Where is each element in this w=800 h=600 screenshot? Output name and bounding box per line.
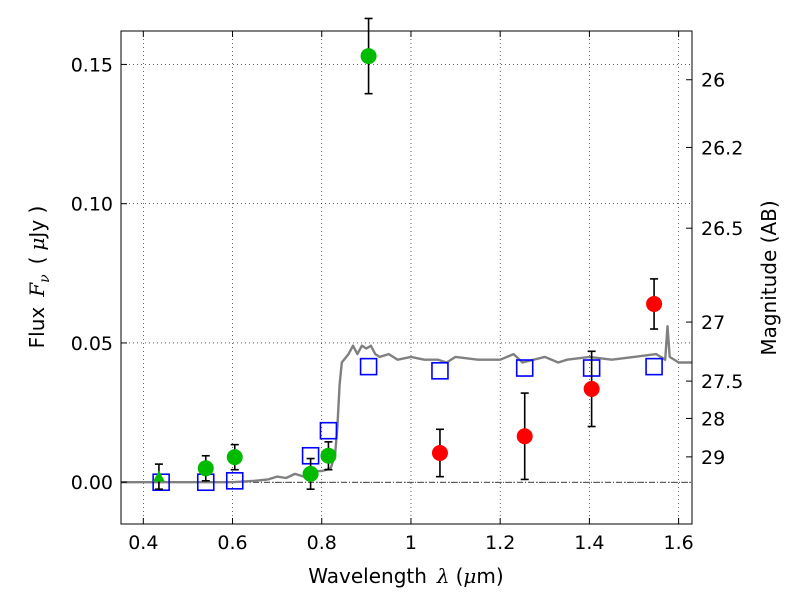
y-axis-ticks: 0.00 0.05 0.10 0.15 [71,54,127,494]
magnitude-tick-label: 29 [701,447,725,469]
magnitude-axis-label: Magnitude (AB) [757,200,781,355]
y-tick-label: 0.10 [71,194,113,216]
x-axis-label: Wavelength λ (μm) [308,564,503,588]
magnitude-tick-label: 27.5 [701,371,743,393]
optical-detection-point [302,465,319,482]
nir-detection-point [431,444,448,461]
magnitude-axis-ticks: 26 26.2 26.5 27 27.5 28 29 [686,70,743,469]
y-tick-label: 0.00 [71,472,113,494]
x-tick-label: 0.6 [217,532,247,554]
nir-detection-point [646,295,663,312]
model-photometry-square [225,472,244,490]
y-axis-label: FluxFν(μJy ) [25,206,53,349]
magnitude-tick-label: 27 [701,312,725,334]
x-tick-label: 1.6 [664,532,694,554]
optical-detection-point [226,449,243,466]
x-tick-label: 0.4 [128,532,158,554]
y-tick-label: 0.15 [71,54,113,76]
optical-detection-point [197,460,214,477]
x-axis-ticks: 0.4 0.6 0.8 1 1.2 1.4 1.6 [128,31,694,554]
model-photometry-square [359,357,378,376]
x-tick-label: 1 [405,532,417,554]
optical-detection-point [360,48,377,65]
x-tick-label: 0.8 [307,532,337,554]
magnitude-tick-label: 28 [701,408,725,430]
magnitude-tick-label: 26.2 [701,137,743,159]
model-photometry-square [319,421,338,440]
magnitude-tick-label: 26.5 [701,218,743,240]
x-tick-label: 1.4 [574,532,604,554]
model-photometry-square [152,473,170,492]
nir-detection-point [583,380,600,397]
model-photometry-square [515,359,534,377]
plot-frame [120,30,693,525]
nir-detection-point [516,428,533,445]
model-photometry-square [431,362,449,380]
y-tick-label: 0.05 [71,333,113,355]
optical-detection-point [320,447,337,464]
x-tick-label: 1.2 [485,532,515,554]
magnitude-tick-label: 26 [701,70,725,92]
upper-limit-triangle [152,470,165,482]
model-sed-line [121,325,692,484]
data-markers [152,17,663,492]
model-photometry-square [645,357,663,376]
